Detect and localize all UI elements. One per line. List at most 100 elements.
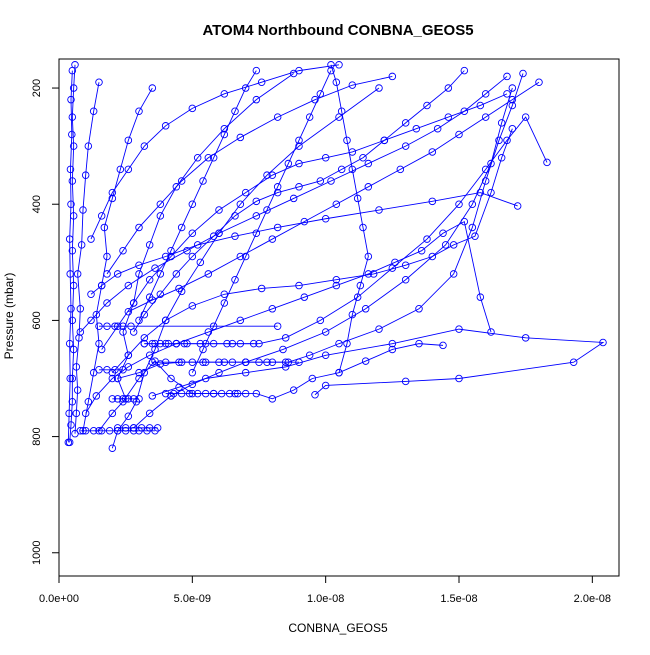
data-point <box>119 246 127 255</box>
data-point <box>137 424 146 432</box>
data-point <box>428 197 437 206</box>
axis-layer: 0.0e+00 5.0e-09 1.0e-08 1.5e-08 2.0e-08 200 40… <box>31 79 611 605</box>
data-point <box>228 358 237 366</box>
data-point <box>68 316 77 325</box>
data-point <box>193 154 202 162</box>
data-point <box>177 389 186 398</box>
data-point <box>201 358 210 366</box>
data-point <box>391 258 399 267</box>
data-point <box>193 389 202 398</box>
data-point <box>172 183 181 191</box>
data-point <box>66 374 74 383</box>
chart-title: ATOM4 Northbound CONBNA_GEOS5 <box>202 22 473 39</box>
data-point <box>281 358 290 366</box>
data-point <box>209 154 218 162</box>
data-point <box>241 358 250 366</box>
data-point <box>66 270 74 278</box>
data-point <box>241 84 250 92</box>
data-point <box>327 61 335 69</box>
data-point <box>335 61 343 69</box>
data-point <box>439 341 447 350</box>
data-point <box>119 328 127 336</box>
data-point <box>236 316 245 325</box>
data-point <box>361 305 370 313</box>
data-point <box>97 212 106 220</box>
data-point <box>87 290 95 299</box>
data-point <box>295 281 303 290</box>
x-tick-label: 5.0e-09 <box>174 593 211 605</box>
data-point <box>76 328 85 336</box>
series-13 <box>76 72 511 336</box>
series-12 <box>87 61 343 243</box>
data-point <box>175 284 183 293</box>
data-point <box>295 183 303 191</box>
data-point <box>332 275 341 284</box>
data-point <box>95 78 103 86</box>
data-point <box>311 391 319 399</box>
data-point <box>508 84 517 92</box>
data-point <box>135 395 143 403</box>
dense-band-2 <box>108 395 143 403</box>
data-point <box>95 322 103 330</box>
data-point <box>369 270 378 278</box>
data-point <box>439 229 447 238</box>
data-point <box>87 235 95 243</box>
data-point <box>273 223 282 232</box>
data-point <box>476 101 485 110</box>
data-point <box>145 424 154 432</box>
data-point <box>67 200 75 208</box>
data-point <box>175 358 183 366</box>
data-point <box>167 374 175 383</box>
data-point <box>423 101 431 110</box>
data-point <box>220 130 229 139</box>
data-point <box>135 270 143 278</box>
data-point <box>241 389 250 398</box>
data-point <box>375 84 383 92</box>
data-point <box>140 339 149 348</box>
data-point <box>273 322 282 330</box>
data-point <box>401 142 410 150</box>
data-point <box>316 177 325 185</box>
data-point <box>455 200 463 208</box>
data-point <box>68 397 77 406</box>
data-point <box>415 339 423 348</box>
data-point <box>449 270 458 278</box>
series-line <box>106 75 393 275</box>
data-point <box>415 305 423 313</box>
series-line <box>67 70 73 443</box>
y-tick-label: 400 <box>31 195 43 213</box>
data-point <box>455 374 463 383</box>
data-point <box>289 386 298 394</box>
data-point <box>257 78 266 86</box>
data-point <box>148 339 157 348</box>
series-line <box>101 93 508 350</box>
data-point <box>401 275 410 284</box>
data-point <box>89 107 98 116</box>
data-point <box>140 142 149 150</box>
data-point <box>311 95 319 104</box>
data-point <box>321 328 330 336</box>
data-point <box>241 368 250 377</box>
series-line <box>98 73 294 432</box>
data-point <box>209 389 218 398</box>
data-point <box>167 246 175 255</box>
data-point <box>204 154 213 162</box>
data-point <box>188 229 197 238</box>
data-point <box>428 252 437 261</box>
data-point <box>289 194 298 203</box>
data-point <box>145 275 154 284</box>
data-point <box>204 328 213 336</box>
data-point <box>97 345 106 354</box>
data-point <box>140 310 149 319</box>
data-point <box>193 241 202 249</box>
data-point <box>388 72 397 81</box>
data-point <box>68 246 77 255</box>
data-point <box>64 438 73 447</box>
y-tick-label: 200 <box>31 79 43 97</box>
data-point <box>204 270 213 278</box>
data-point <box>252 389 261 398</box>
data-point <box>76 427 85 435</box>
data-point <box>380 136 389 145</box>
data-point <box>145 293 154 301</box>
